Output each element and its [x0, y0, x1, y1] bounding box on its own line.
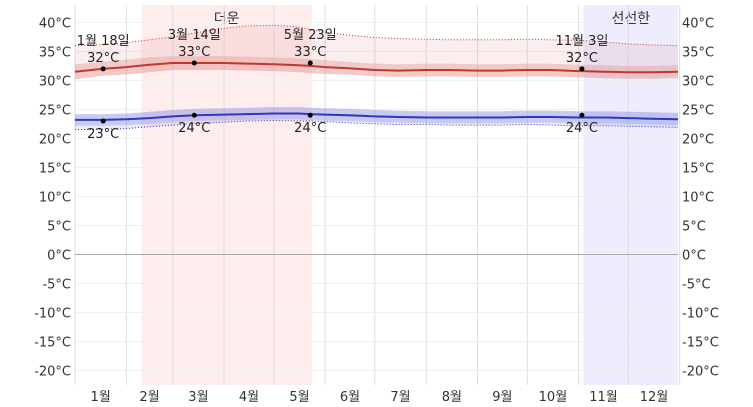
month-label-8: 9월: [492, 390, 512, 405]
y-tick-label-right-0: -20°C: [682, 364, 719, 379]
y-tick-label-left-1: -15°C: [34, 335, 71, 350]
y-tick-label-left-11: 35°C: [39, 45, 71, 60]
series-lines: [74, 24, 679, 131]
y-tick-label-right-4: 0°C: [682, 248, 706, 263]
month-label-5: 6월: [340, 390, 360, 405]
y-tick-label-right-8: 20°C: [682, 132, 714, 147]
annotation-point-4: [307, 60, 313, 66]
annotation-value-0: 32°C: [87, 51, 119, 66]
annotation-point-0: [100, 66, 106, 72]
y-tick-label-right-9: 25°C: [682, 103, 714, 118]
y-tick-label-right-11: 35°C: [682, 45, 714, 60]
y-tick-label-right-6: 10°C: [682, 190, 714, 205]
month-label-3: 4월: [239, 390, 259, 405]
season-band-0: [141, 5, 312, 385]
y-tick-label-right-10: 30°C: [682, 74, 714, 89]
annotation-value-3: 24°C: [178, 121, 210, 136]
month-label-9: 10월: [539, 390, 568, 405]
y-tick-label-left-8: 20°C: [39, 132, 71, 147]
y-tick-label-right-7: 15°C: [682, 161, 714, 176]
month-label-6: 7월: [390, 390, 410, 405]
month-label-1: 2월: [139, 390, 159, 405]
annotation-point-6: [579, 66, 585, 72]
month-label-7: 8월: [442, 390, 462, 405]
season-bands: 더운 선선한: [141, 5, 678, 385]
y-tick-label-left-7: 15°C: [39, 161, 71, 176]
y-tick-label-left-4: 0°C: [47, 248, 71, 263]
y-tick-label-right-5: 5°C: [682, 219, 706, 234]
annotation-date-2: 3월 14일: [168, 28, 221, 43]
y-tick-label-left-6: 10°C: [39, 190, 71, 205]
series-line-low_p10: [74, 119, 679, 131]
season-label-0: 더운: [214, 11, 240, 27]
series-line-low_mean: [75, 112, 679, 121]
x-axis: 1월 2월 3월 4월 5월 6월 7월 8월 9월 10월 11월 12월: [91, 390, 669, 405]
annotation-value-4: 33°C: [294, 45, 326, 60]
month-label-4: 5월: [289, 390, 309, 405]
y-tick-label-left-10: 30°C: [39, 74, 71, 89]
y-tick-label-right-3: -5°C: [682, 277, 711, 292]
month-label-2: 3월: [188, 390, 208, 405]
season-band-1: [583, 5, 678, 385]
series-line-high_mean: [74, 62, 679, 74]
month-label-0: 1월: [91, 390, 111, 405]
month-label-10: 11월: [589, 390, 618, 405]
y-tick-label-left-12: 40°C: [39, 16, 71, 31]
annotation-value-5: 24°C: [294, 121, 326, 136]
high-outer-band-upper: [75, 25, 678, 66]
y-tick-label-right-1: -15°C: [682, 335, 719, 350]
annotation-date-0: 1월 18일: [77, 34, 130, 49]
gridlines: [74, 5, 681, 385]
annotation-point-7: [579, 112, 585, 118]
high-inner-band: [75, 56, 678, 80]
y-tick-label-left-5: 5°C: [47, 219, 71, 234]
annotation-date-6: 11월 3일: [555, 34, 608, 49]
y-tick-label-right-12: 40°C: [682, 16, 714, 31]
month-label-11: 12월: [640, 390, 669, 405]
y-tick-label-right-2: -10°C: [682, 306, 719, 321]
annotations: 32°C 1월 18일 23°C 33°C 3월 14일 24°C 33°C 5월 23일 24…: [77, 28, 609, 142]
annotation-point-2: [191, 60, 197, 66]
y-tick-label-left-3: -5°C: [42, 277, 71, 292]
annotation-point-3: [191, 112, 197, 118]
annotation-date-4: 5월 23일: [284, 28, 337, 43]
y-axis-left: -20°C -15°C -10°C -5°C 0°C 5°C 10°C 15°C 20°C 25°…: [34, 16, 71, 379]
y-tick-label-left-9: 25°C: [39, 103, 71, 118]
y-tick-label-left-0: -20°C: [34, 364, 71, 379]
annotation-value-7: 24°C: [566, 121, 598, 136]
annotation-point-1: [100, 118, 106, 124]
annotation-value-2: 33°C: [178, 45, 210, 60]
annotation-value-1: 23°C: [87, 127, 119, 142]
annotation-point-5: [307, 112, 313, 118]
season-label-1: 선선한: [611, 11, 650, 27]
annotation-value-6: 32°C: [566, 51, 598, 66]
y-axis-right: -20°C -15°C -10°C -5°C 0°C 5°C 10°C 15°C 20°C 25°…: [682, 16, 719, 379]
y-tick-label-left-2: -10°C: [34, 306, 71, 321]
